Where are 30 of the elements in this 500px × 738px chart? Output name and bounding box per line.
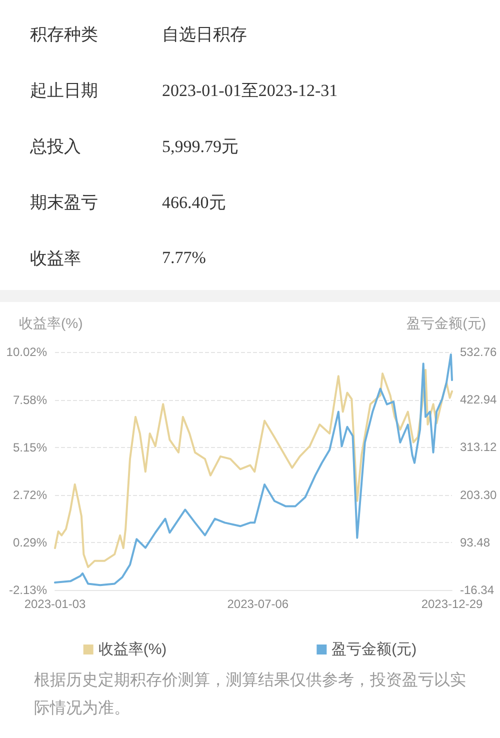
y2-tick-label: -16.34 (460, 583, 494, 597)
text: 自选日积存 (162, 24, 248, 46)
text: 起止日期 (30, 80, 99, 102)
y2-axis-title: 盈亏金额(元) (406, 315, 486, 331)
y-axis-title: 收益率(%) (19, 315, 83, 331)
text: 根据历史定期积存价测算，测算结果仅供参考，投资盈亏以实际情况为准。 (34, 669, 467, 719)
y-tick-label: 2.72% (12, 488, 48, 502)
y-tick-label: 5.15% (12, 440, 48, 454)
text: 466.40元 (162, 192, 227, 214)
text: 积存种类 (30, 24, 99, 46)
y2-tick-label: 313.12 (460, 440, 498, 454)
y-tick-label: -2.13% (8, 583, 48, 597)
y2-tick-label: 203.30 (460, 488, 498, 502)
text: 收益率 (30, 248, 82, 270)
y2-tick-label: 532.76 (460, 345, 498, 359)
text: 7.77% (162, 247, 207, 269)
text: 期末盈亏 (30, 192, 99, 214)
y2-tick-label: 422.94 (460, 392, 498, 407)
text: 2023-01-01至2023-12-31 (162, 80, 338, 102)
y-tick-label: 10.02% (6, 345, 48, 359)
text: 总投入 (30, 136, 82, 158)
x-tick-label: 2023-12-29 (421, 597, 484, 611)
y2-tick-label: 93.48 (460, 535, 490, 550)
text: 5,999.79元 (162, 136, 240, 158)
y-tick-label: 7.58% (12, 392, 48, 407)
x-tick-label: 2023-01-03 (24, 597, 86, 611)
y-tick-label: 0.29% (12, 536, 48, 550)
legend-label: 收益率(%) (98, 641, 167, 658)
x-tick-label: 2023-07-06 (227, 597, 289, 611)
legend-label: 盈亏金额(元) (332, 641, 417, 658)
